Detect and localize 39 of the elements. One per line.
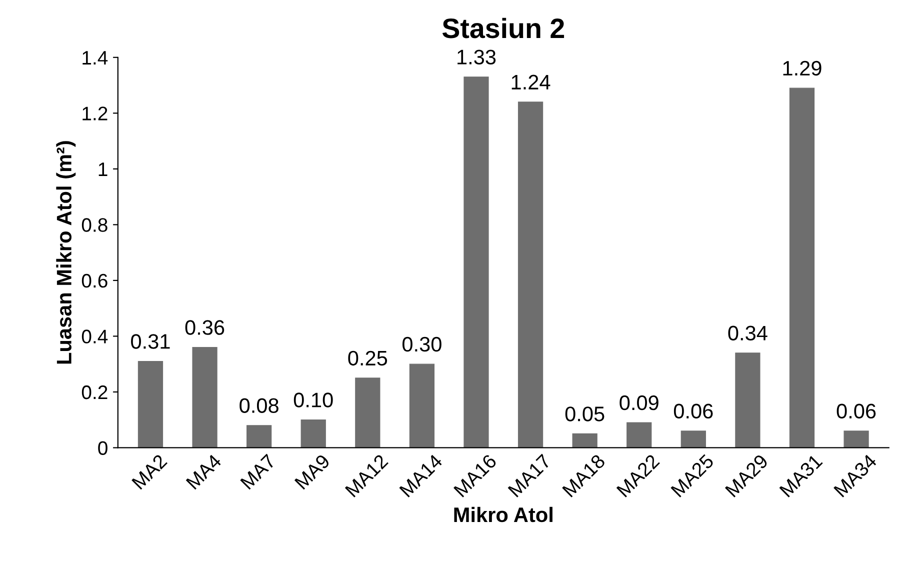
data-label: 0.30 bbox=[402, 336, 442, 352]
data-label: 1.33 bbox=[458, 50, 496, 64]
data-label: 0.31 bbox=[131, 334, 170, 349]
data-label: 0.34 bbox=[728, 326, 768, 340]
x-axis-title: Mikro Atol bbox=[454, 506, 552, 522]
bar bbox=[409, 364, 435, 448]
data-label: 0.08 bbox=[240, 398, 278, 413]
bar bbox=[246, 425, 272, 448]
data-label: 0.25 bbox=[348, 350, 388, 366]
bar bbox=[844, 430, 869, 448]
bar bbox=[572, 433, 598, 448]
y-tick-label: 0.8 bbox=[82, 218, 108, 232]
bar bbox=[355, 378, 380, 448]
bar bbox=[464, 76, 489, 448]
data-label: 0.36 bbox=[185, 320, 224, 335]
data-label: 0.06 bbox=[836, 404, 876, 419]
data-label: 0.05 bbox=[565, 406, 604, 422]
data-label: 0.09 bbox=[620, 395, 658, 410]
chart-title: Stasiun 2 bbox=[442, 18, 564, 38]
y-tick-label: 0 bbox=[98, 441, 108, 455]
data-label: 1.29 bbox=[783, 60, 822, 76]
bar bbox=[789, 88, 815, 448]
data-label: 0.10 bbox=[294, 392, 333, 408]
bar bbox=[300, 419, 326, 448]
bar bbox=[626, 422, 652, 448]
bar bbox=[192, 347, 218, 448]
data-label: 0.06 bbox=[674, 404, 713, 419]
y-axis-title: Luasan Mikro Atol (m²) bbox=[56, 141, 76, 364]
y-tick-label: 1.4 bbox=[82, 51, 108, 64]
y-tick-label: 1.2 bbox=[82, 106, 108, 120]
bar bbox=[735, 352, 760, 448]
bar bbox=[138, 360, 164, 448]
bar bbox=[680, 430, 706, 448]
y-tick-label: 0.6 bbox=[82, 274, 108, 288]
y-tick-label: 0.2 bbox=[82, 385, 108, 400]
data-label: 1.24 bbox=[512, 74, 550, 90]
bar bbox=[518, 102, 544, 448]
y-tick-label: 0.4 bbox=[82, 330, 108, 344]
y-tick-label: 1 bbox=[98, 162, 108, 176]
